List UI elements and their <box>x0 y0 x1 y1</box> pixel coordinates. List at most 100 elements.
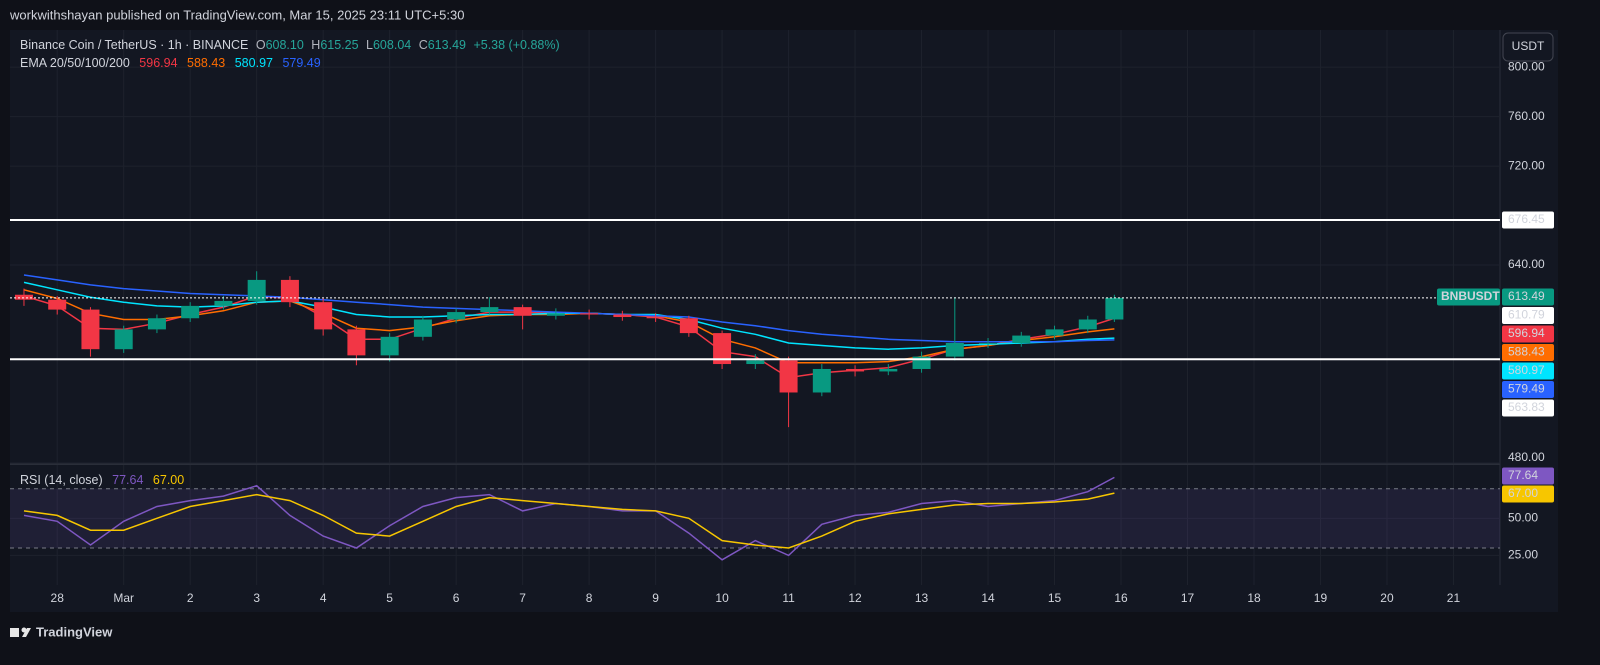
y-tick-label: 25.00 <box>1508 548 1538 562</box>
level-badge: 563.83 <box>1508 400 1545 414</box>
candle-body <box>48 299 67 310</box>
candle-body <box>713 333 732 365</box>
level-badge-bg <box>1502 211 1554 229</box>
ema-badge: 596.94 <box>1508 326 1545 340</box>
candle-body <box>314 302 333 330</box>
x-tick-label: 19 <box>1314 591 1328 605</box>
candle-body <box>14 294 33 300</box>
x-tick-label: 21 <box>1447 591 1461 605</box>
x-tick-label: 28 <box>51 591 65 605</box>
candle-body <box>812 368 831 393</box>
candle-body <box>613 314 632 318</box>
ema-badge-bg <box>1502 362 1554 380</box>
currency[interactable]: USDT <box>1512 39 1545 53</box>
ema-value: 580.97 <box>235 56 273 70</box>
marker-badge: 610.79 <box>1508 308 1545 322</box>
candle-body <box>979 342 998 344</box>
candle-body <box>513 307 532 316</box>
candle-body <box>879 368 898 372</box>
y-tick-label: 640.00 <box>1508 257 1545 271</box>
y-tick-label: 720.00 <box>1508 158 1545 172</box>
ema-badge-bg <box>1502 381 1554 398</box>
ema-badge: 579.49 <box>1508 382 1545 396</box>
x-tick-label: 2 <box>187 591 194 605</box>
level-badge: 676.45 <box>1508 212 1545 226</box>
candle-body <box>1078 319 1097 330</box>
rsi-ma-badge-bg <box>1502 485 1554 503</box>
ohlc-value: 613.49 <box>428 38 466 52</box>
ema-badge-bg <box>1502 344 1554 361</box>
candle-body <box>347 329 366 356</box>
symbol-badge: BNBUSDT <box>1441 289 1500 303</box>
candle-body <box>214 300 233 306</box>
x-tick-label: 18 <box>1247 591 1261 605</box>
candle-body <box>646 317 665 319</box>
rsi-ma-value: 67.00 <box>153 473 184 487</box>
candle-body <box>147 318 166 330</box>
ema-value: 596.94 <box>139 56 177 70</box>
level-badge-bg <box>1502 399 1554 417</box>
price-badge: 613.49 <box>1508 289 1545 303</box>
y-tick-label: 480.00 <box>1508 450 1545 464</box>
x-tick-label: 7 <box>519 591 526 605</box>
candle-body <box>945 342 964 357</box>
logo-mark <box>10 628 19 637</box>
ohlc-label: H <box>311 38 320 52</box>
price-badge-bg <box>1502 288 1554 306</box>
publisher: workwithshayan published on TradingView.… <box>9 7 464 22</box>
candle-body <box>81 309 100 350</box>
x-tick-label: 15 <box>1048 591 1062 605</box>
x-tick-label: 8 <box>586 591 593 605</box>
x-tick-label: 10 <box>715 591 729 605</box>
rsi-title: RSI (14, close) <box>20 473 103 487</box>
candle-body <box>846 368 865 372</box>
candle-body <box>447 312 466 320</box>
logo-slash <box>22 628 31 637</box>
legend-line: Binance Coin / TetherUS · 1h · BINANCE O… <box>20 38 560 52</box>
candle-body <box>181 305 200 319</box>
candle-body <box>1105 297 1124 320</box>
rsi-value: 77.64 <box>112 473 143 487</box>
ohlc-value: 608.04 <box>373 38 411 52</box>
ohlc-label: O <box>256 38 266 52</box>
candle-body <box>280 279 299 303</box>
ema-badge: 588.43 <box>1508 345 1545 359</box>
x-tick-label: 14 <box>981 591 995 605</box>
candle-body <box>779 360 798 393</box>
candle-body <box>114 329 133 350</box>
candle-body <box>546 313 565 316</box>
y-tick-label: 50.00 <box>1508 511 1538 525</box>
ema-value: 579.49 <box>282 56 320 70</box>
ema-badge: 580.97 <box>1508 363 1545 377</box>
y-tick-label: 760.00 <box>1508 109 1545 123</box>
ema-value: 588.43 <box>187 56 225 70</box>
x-tick-label: 11 <box>782 591 795 605</box>
ohlc-label: L <box>366 38 373 52</box>
x-tick-label: 4 <box>320 591 327 605</box>
x-tick-label: 13 <box>915 591 929 605</box>
marker-badge-bg <box>1502 307 1554 324</box>
candle-body <box>413 319 432 337</box>
rsi-legend: RSI (14, close) 77.64 67.00 <box>20 473 184 487</box>
x-tick-label: 3 <box>253 591 260 605</box>
x-tick-label: 6 <box>453 591 460 605</box>
ohlc-value: 615.25 <box>320 38 358 52</box>
x-tick-label: 16 <box>1114 591 1128 605</box>
x-tick-label: 9 <box>652 591 659 605</box>
y-tick-label: 800.00 <box>1508 59 1545 73</box>
ema-legend: EMA 20/50/100/200 596.94 588.43 580.97 5… <box>20 56 321 70</box>
candle-body <box>380 336 399 356</box>
x-tick-label: 12 <box>848 591 862 605</box>
x-tick-label: 20 <box>1380 591 1394 605</box>
ohlc-value: 608.10 <box>266 38 304 52</box>
candle-body <box>1012 335 1031 343</box>
rsi-badge-bg <box>1502 467 1554 485</box>
currency-button[interactable] <box>1502 32 1554 62</box>
candle-body <box>480 307 499 313</box>
change: +5.38 (+0.88%) <box>473 38 559 52</box>
plot: 28 Mar 2 3 4 5 6 7 8 9 10 11 12 13 14 15 16 17 18 19 20 21 480… <box>10 30 1554 605</box>
candle-body <box>247 279 266 301</box>
chart-panel <box>10 30 1558 612</box>
candle-body <box>580 313 599 315</box>
